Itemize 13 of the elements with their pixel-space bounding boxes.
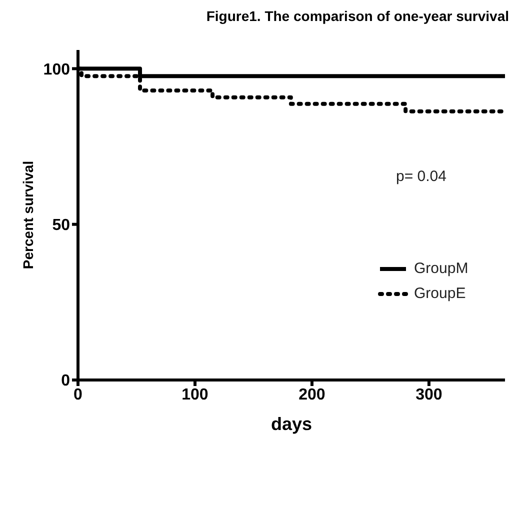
x-tick-label: 300 <box>416 386 442 404</box>
legend-label: GroupM <box>414 260 468 277</box>
y-axis-title: Percent survival <box>20 160 36 270</box>
y-tick-label: 50 <box>52 217 70 234</box>
y-tick-label: 0 <box>61 372 70 390</box>
x-tick-label: 100 <box>182 386 208 404</box>
x-tick-label: 0 <box>74 386 83 404</box>
x-tick-label: 200 <box>298 386 326 404</box>
legend-label: GroupE <box>414 285 466 302</box>
annotation: p= 0.04 <box>396 168 446 185</box>
chart-title: Figure1. The comparison of one-year survival <box>205 8 510 26</box>
y-tick-label: 100 <box>43 61 70 78</box>
x-axis-title: days <box>270 414 312 434</box>
